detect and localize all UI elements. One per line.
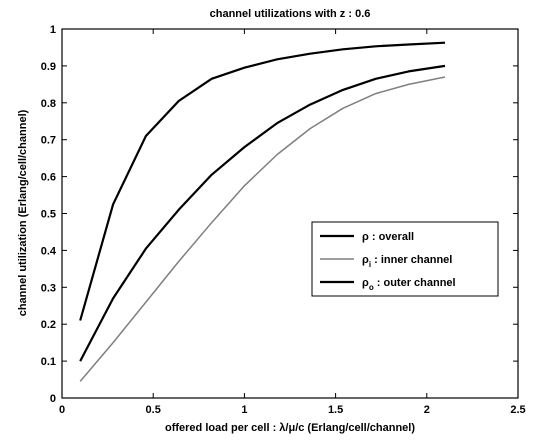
plot-frame (61, 28, 519, 399)
series-line-overall (79, 41, 446, 321)
y-axis-ticks: 0 0.1 0.2 0.3 0.4 0.5 0.6 0.7 0.8 0.9 1 (41, 24, 518, 405)
x-tick-label: 1.5 (328, 404, 343, 416)
y-tick-label: 0 (50, 393, 56, 405)
legend: ρ : overall ρi : inner channel ρo : outer … (311, 221, 499, 297)
x-tick-label: 1 (241, 404, 247, 416)
x-axis-label: offered load per cell : λ/μ/c (Erlang/ce… (165, 422, 415, 434)
x-tick-label: 0 (59, 404, 65, 416)
legend-entry-inner-channel: ρi : inner channel (362, 254, 452, 269)
legend-entry-outer-channel: ρo : outer channel (362, 277, 456, 292)
x-axis-ticks: 0 0.5 1 1.5 2 2.5 (59, 29, 526, 416)
plot-area (61, 28, 519, 399)
legend-entry-overall: ρ : overall (362, 231, 414, 243)
y-tick-label: 0.6 (41, 172, 56, 184)
series-line-inner-channel (79, 76, 446, 382)
x-tick-label: 2.5 (510, 404, 525, 416)
y-tick-label: 0.2 (41, 319, 56, 331)
y-tick-label: 0.3 (41, 282, 56, 294)
x-tick-label: 2 (424, 404, 430, 416)
series-layer (79, 41, 446, 382)
y-tick-label: 0.8 (41, 98, 56, 110)
y-tick-label: 0.1 (41, 356, 56, 368)
chart-title: channel utilizations with z : 0.6 (210, 8, 371, 20)
y-axis-label: channel utilization (Erlang/cell/channel… (17, 109, 29, 316)
y-tick-label: 0.5 (41, 209, 56, 221)
y-tick-label: 0.4 (41, 245, 57, 257)
series-line-outer-channel (79, 64, 446, 362)
x-tick-label: 0.5 (146, 404, 161, 416)
y-tick-label: 1 (50, 24, 56, 36)
y-tick-label: 0.7 (41, 135, 56, 147)
y-tick-label: 0.9 (41, 61, 56, 73)
